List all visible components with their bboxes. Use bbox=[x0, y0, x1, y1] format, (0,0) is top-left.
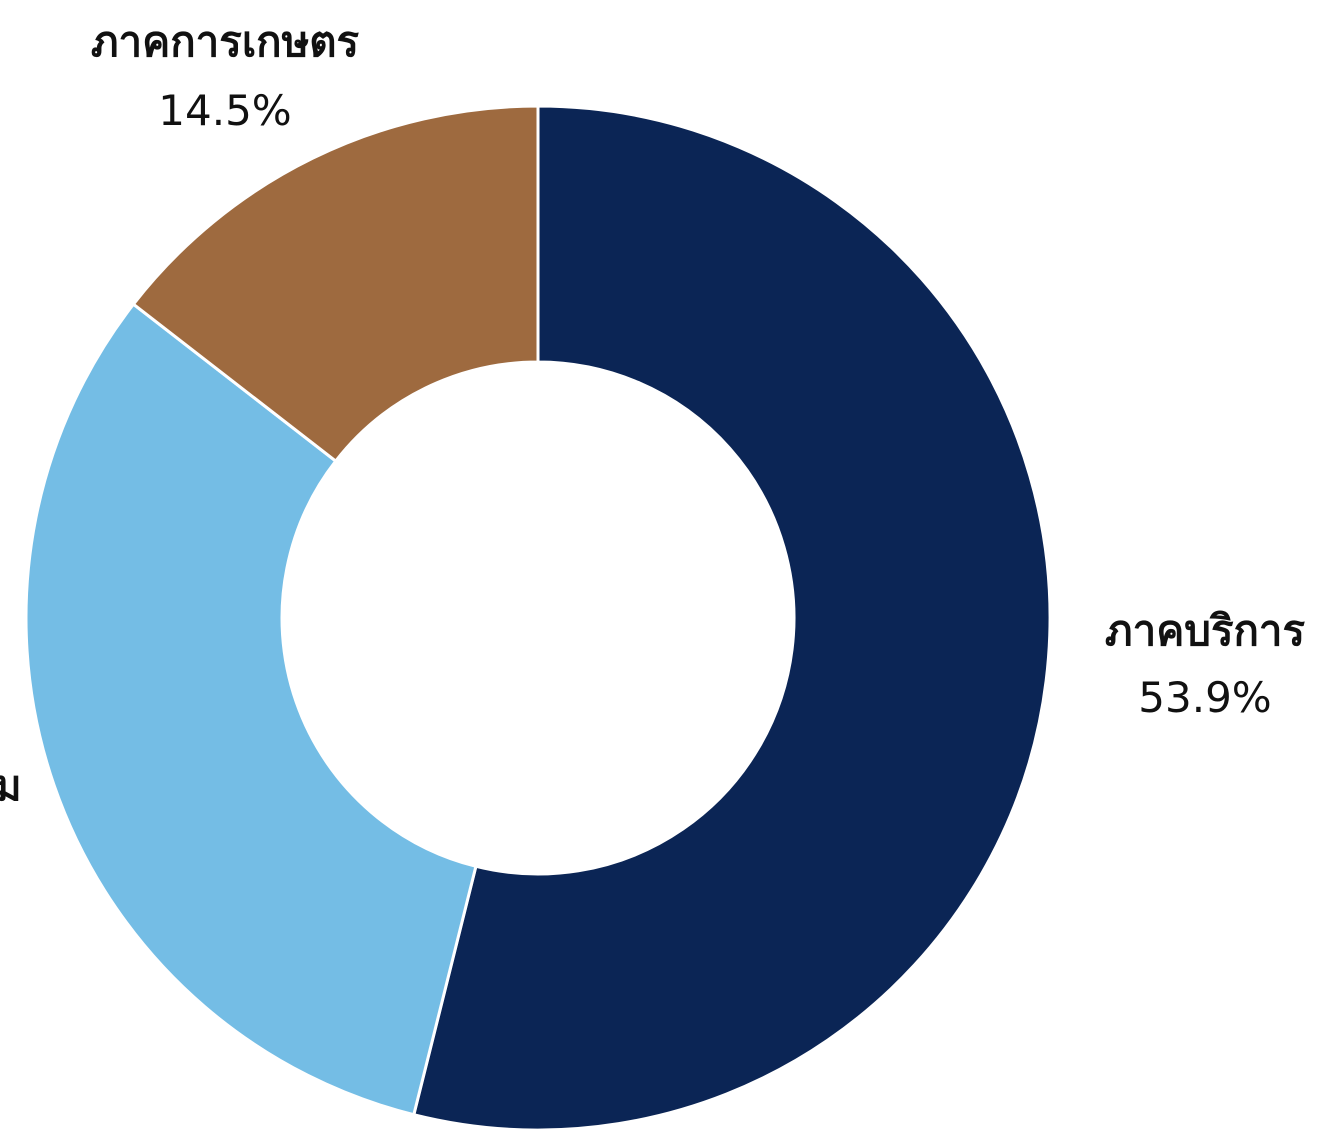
slice-label-industry-fragment: ม bbox=[0, 761, 22, 810]
donut-slice-services bbox=[411, 104, 1052, 1132]
donut-slices bbox=[24, 104, 1052, 1132]
donut-slice-agriculture bbox=[131, 104, 540, 464]
donut-slice-industry bbox=[24, 302, 478, 1117]
slice-label-agriculture-value: 14.5% bbox=[158, 86, 291, 135]
slice-label-agriculture-name: ภาคการเกษตร bbox=[91, 17, 360, 66]
slice-label-services-name: ภาคบริการ bbox=[1105, 606, 1306, 655]
slice-label-services-value: 53.9% bbox=[1138, 673, 1271, 722]
